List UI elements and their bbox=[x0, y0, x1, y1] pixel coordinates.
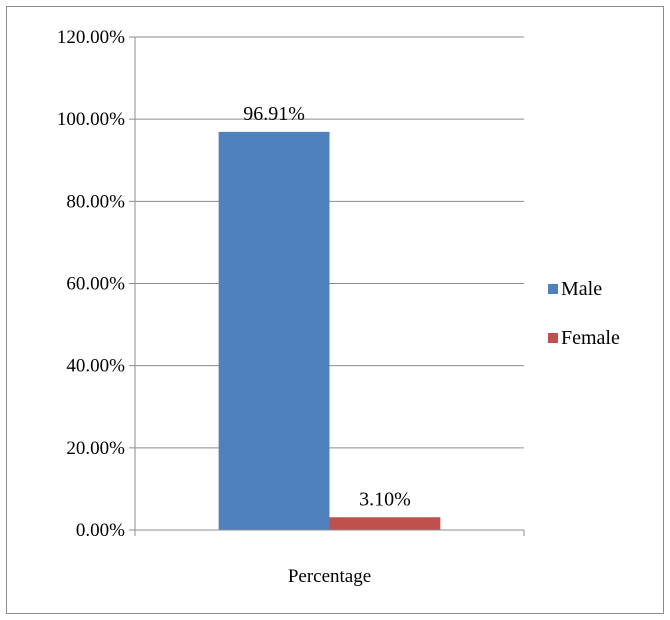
bar-female bbox=[329, 517, 441, 530]
gridlines bbox=[135, 36, 524, 449]
y-tick-label: 0.00% bbox=[76, 520, 125, 541]
bar-male bbox=[218, 131, 330, 530]
legend-swatch-male bbox=[548, 284, 558, 294]
y-tick-label: 80.00% bbox=[66, 191, 125, 212]
bars bbox=[218, 131, 441, 530]
y-axis-ticks: 0.00% 20.00% 40.00% 60.00% 80.00% 100.00% 120.… bbox=[57, 27, 135, 541]
chart-frame bbox=[6, 6, 664, 614]
data-label-male: 96.91% bbox=[243, 103, 305, 125]
legend: Male Female bbox=[548, 278, 620, 349]
y-tick-label: 60.00% bbox=[66, 274, 125, 295]
y-tick-label: 40.00% bbox=[66, 356, 125, 377]
y-tick-label: 100.00% bbox=[57, 109, 125, 130]
x-category-label: Percentage bbox=[288, 566, 371, 587]
y-tick-label: 120.00% bbox=[57, 27, 125, 48]
legend-label-male: Male bbox=[561, 278, 602, 300]
y-tick-label: 20.00% bbox=[66, 438, 125, 459]
legend-swatch-female bbox=[548, 333, 558, 343]
legend-label-female: Female bbox=[561, 327, 620, 349]
data-labels: 96.91% 3.10% bbox=[243, 103, 411, 510]
axes: Percentage bbox=[134, 37, 525, 587]
data-label-female: 3.10% bbox=[359, 488, 411, 510]
